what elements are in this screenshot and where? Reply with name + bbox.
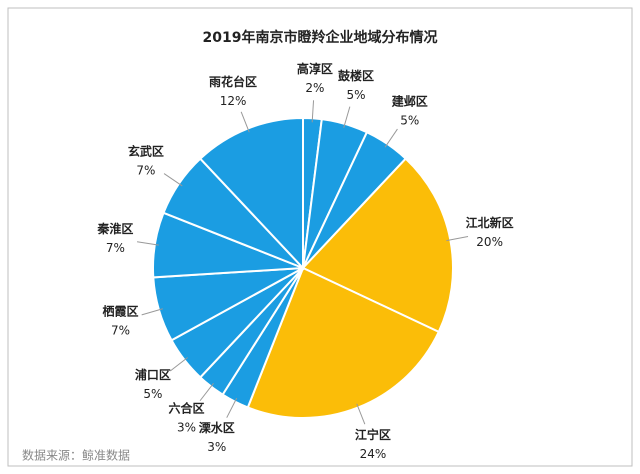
leader-line bbox=[311, 100, 315, 123]
slice-label: 雨花台区 bbox=[209, 74, 257, 89]
slice-value-label: 7% bbox=[106, 241, 125, 255]
slice-label: 玄武区 bbox=[128, 144, 164, 159]
slice-value-label: 3% bbox=[177, 421, 196, 435]
leader-line bbox=[356, 403, 366, 425]
source-note: 数据来源：鲸准数据 bbox=[22, 448, 130, 463]
slice-label: 江北新区 bbox=[466, 215, 514, 230]
leader-line bbox=[141, 308, 163, 316]
leader-line bbox=[136, 241, 159, 246]
slice-value-label: 2% bbox=[305, 81, 324, 95]
slice-label: 溧水区 bbox=[199, 420, 235, 435]
leader-line bbox=[343, 106, 351, 128]
slice-label: 栖霞区 bbox=[103, 304, 139, 319]
slice-value-label: 5% bbox=[400, 113, 419, 127]
slice-label: 浦口区 bbox=[135, 367, 171, 382]
slice-label: 秦淮区 bbox=[96, 221, 133, 236]
slice-value-label: 20% bbox=[476, 235, 503, 249]
slice-label: 六合区 bbox=[169, 401, 205, 416]
leader-line bbox=[384, 128, 398, 148]
leader-line bbox=[163, 173, 183, 187]
slice-value-label: 5% bbox=[346, 88, 365, 102]
leader-line bbox=[240, 111, 250, 133]
leader-line bbox=[199, 383, 214, 402]
leader-line bbox=[169, 357, 188, 372]
leader-line bbox=[446, 236, 469, 242]
chart-title: 2019年南京市瞪羚企业地域分布情况 bbox=[203, 29, 438, 46]
slice-value-label: 3% bbox=[207, 440, 226, 454]
slice-label: 鼓楼区 bbox=[338, 68, 374, 83]
slice-value-label: 24% bbox=[360, 447, 387, 461]
slice-value-label: 5% bbox=[143, 387, 162, 401]
slice-value-label: 7% bbox=[136, 164, 155, 178]
slice-label: 高淳区 bbox=[297, 61, 333, 76]
slice-value-label: 7% bbox=[111, 324, 130, 338]
slice-value-label: 12% bbox=[220, 94, 247, 108]
slice-label: 江宁区 bbox=[355, 427, 391, 442]
slice-label: 建邺区 bbox=[391, 93, 428, 108]
leader-line bbox=[226, 397, 238, 418]
